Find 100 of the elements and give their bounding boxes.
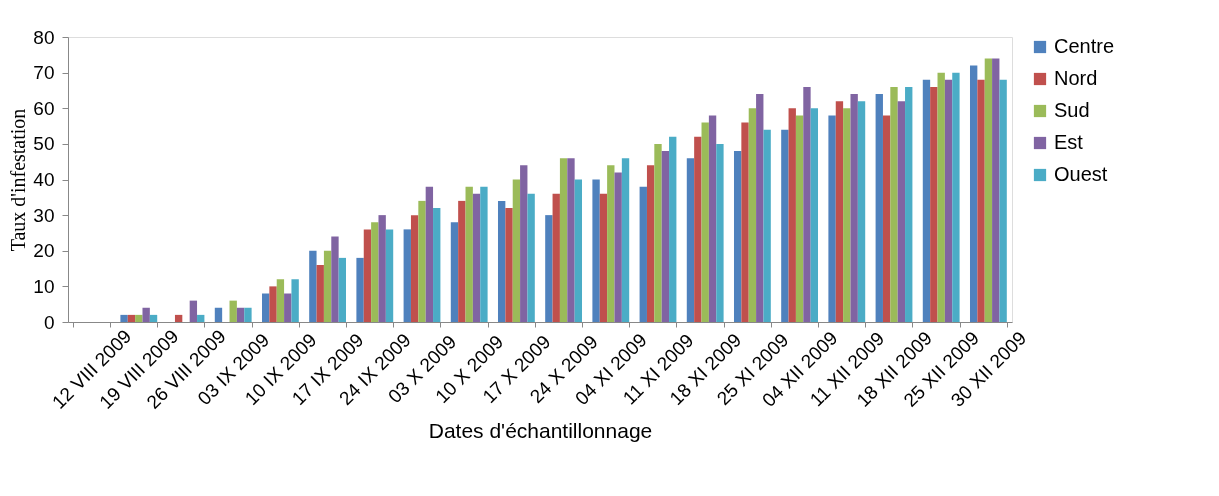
bar xyxy=(748,108,757,322)
y-tick-label: 80 xyxy=(33,26,55,48)
bar xyxy=(810,108,819,322)
bar xyxy=(142,307,150,322)
bar xyxy=(614,172,622,322)
y-tick-label: 0 xyxy=(43,311,55,333)
bar xyxy=(135,314,143,322)
bar xyxy=(269,286,277,322)
bar xyxy=(480,186,488,322)
bar xyxy=(371,222,379,322)
bar xyxy=(621,158,630,322)
bar xyxy=(309,250,317,322)
bar xyxy=(828,115,836,322)
legend-label: Est xyxy=(1054,131,1084,153)
bar xyxy=(937,72,945,322)
bar xyxy=(733,151,742,322)
bar xyxy=(331,236,339,322)
bar xyxy=(552,193,560,322)
y-tick-label: 20 xyxy=(33,240,55,262)
legend-label: Ouest xyxy=(1054,163,1108,185)
bar xyxy=(897,101,906,322)
bar xyxy=(694,136,702,322)
bar xyxy=(599,193,608,322)
bar xyxy=(741,122,749,322)
bar xyxy=(882,115,891,322)
bar xyxy=(385,229,394,322)
bar xyxy=(795,115,804,322)
bar xyxy=(363,229,372,322)
bar xyxy=(781,129,789,322)
bar xyxy=(669,136,677,322)
y-tick-label: 10 xyxy=(33,275,55,297)
bar xyxy=(458,200,466,322)
bar xyxy=(174,314,183,322)
bar xyxy=(977,79,985,322)
bar xyxy=(607,165,615,322)
bar xyxy=(992,58,1000,322)
bar xyxy=(149,314,158,322)
bar xyxy=(574,179,583,322)
bar xyxy=(930,86,938,322)
bar xyxy=(835,101,844,322)
bar xyxy=(356,257,364,322)
bar xyxy=(214,307,223,322)
bar xyxy=(189,300,198,322)
bar xyxy=(716,143,724,322)
bar xyxy=(567,158,575,322)
y-tick-label: 50 xyxy=(33,133,55,155)
x-axis-title: Dates d'échantillonnage xyxy=(428,418,653,442)
bar xyxy=(284,293,292,322)
bar xyxy=(763,129,771,322)
bar xyxy=(646,165,655,322)
bar xyxy=(127,314,136,322)
bar xyxy=(952,72,960,322)
legend-label: Centre xyxy=(1054,35,1115,57)
bar xyxy=(229,300,237,322)
bar xyxy=(999,79,1007,322)
bar xyxy=(756,94,764,322)
bar xyxy=(120,314,128,322)
bar xyxy=(512,179,521,322)
bar xyxy=(788,108,796,322)
y-tick-label: 60 xyxy=(33,97,55,119)
bar xyxy=(875,94,883,322)
bar xyxy=(425,186,434,322)
bar xyxy=(433,208,441,322)
bar xyxy=(465,186,473,322)
bar xyxy=(497,200,506,322)
bar xyxy=(291,279,299,322)
bar xyxy=(803,86,811,322)
bar xyxy=(418,200,426,322)
y-axis-title: Taux d'infestation xyxy=(7,108,30,252)
bar xyxy=(527,193,535,322)
bar xyxy=(450,222,459,322)
bar xyxy=(472,193,481,322)
bar xyxy=(236,307,245,322)
bar xyxy=(378,215,386,322)
bar xyxy=(276,279,285,322)
bar xyxy=(701,122,709,322)
bar xyxy=(654,143,662,322)
bar xyxy=(843,108,851,322)
bar xyxy=(559,158,568,322)
bar xyxy=(984,58,993,322)
bar xyxy=(708,115,717,322)
bar xyxy=(857,101,866,322)
bar xyxy=(850,94,858,322)
bar xyxy=(592,179,600,322)
bar xyxy=(922,79,931,322)
y-tick-label: 70 xyxy=(33,62,55,84)
y-tick-label: 30 xyxy=(33,204,55,226)
bar xyxy=(505,208,513,322)
bar xyxy=(403,229,411,322)
bar xyxy=(316,265,324,322)
bar xyxy=(244,307,252,322)
y-tick-label: 40 xyxy=(33,169,55,190)
bar xyxy=(261,293,270,322)
legend-label: Sud xyxy=(1054,99,1090,121)
bar xyxy=(323,250,332,322)
bar xyxy=(661,151,670,322)
bar xyxy=(639,186,647,322)
bar xyxy=(905,86,913,322)
bar xyxy=(944,79,953,322)
legend-label: Nord xyxy=(1054,67,1098,89)
